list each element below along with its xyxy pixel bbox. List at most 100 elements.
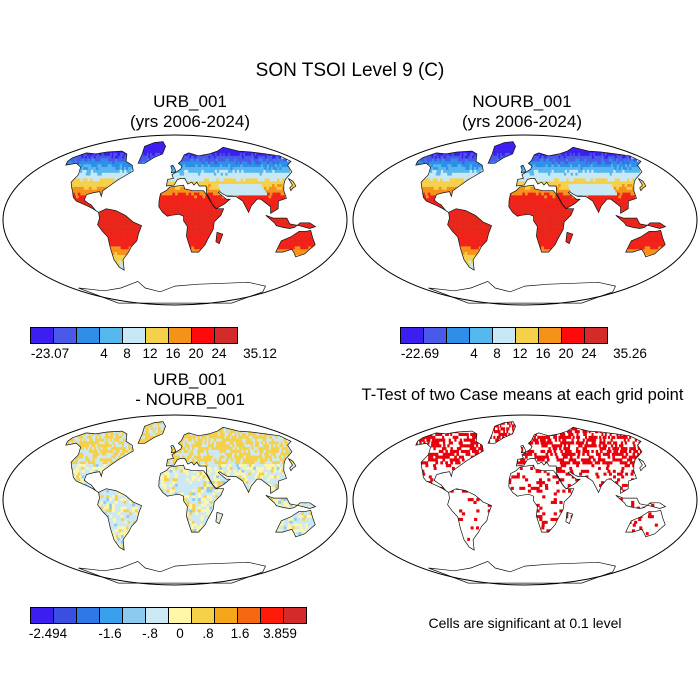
colorbar-label: 16 (165, 346, 181, 361)
coastline-australia (625, 509, 666, 538)
coastline-indonesia (615, 494, 667, 509)
map-boundary (2, 134, 348, 306)
colorbar-label: -23.07 (30, 346, 70, 361)
coastline-africa (158, 464, 225, 533)
colorbar-swatch (122, 327, 146, 344)
colorbar-swatch (191, 327, 215, 344)
colorbar-urb: -23.07 4 8 12 16 20 24 35.12 (30, 327, 290, 367)
coastline-southAmerica (97, 488, 143, 551)
colorbar-swatch (30, 327, 54, 344)
coastline-indonesia (265, 214, 317, 229)
colorbar-label: 24 (581, 346, 597, 361)
colorbar-label: 1.6 (230, 626, 250, 641)
coastline-europe (165, 146, 293, 215)
colorbar-label: 20 (188, 346, 204, 361)
colorbar-label: -1.6 (98, 626, 122, 641)
colorbar-label: 12 (512, 346, 528, 361)
colorbar-label: 0 (176, 626, 184, 641)
colorbar-label: 8 (123, 346, 131, 361)
coastline-indonesia (265, 494, 317, 509)
map-boundary (352, 414, 698, 586)
colorbar-label: 35.12 (243, 346, 277, 361)
coastline-greenland (487, 141, 516, 164)
coastline-madagascar (215, 231, 224, 245)
colorbar-swatch (145, 607, 169, 624)
coastline-antarctica (428, 560, 617, 584)
figure-title: SON TSOI Level 9 (C) (255, 60, 445, 81)
panel-title-diff-line2: - NOURB_001 (135, 390, 245, 409)
coastline-europe (165, 426, 293, 495)
colorbar-label: -22.69 (400, 346, 440, 361)
colorbar-swatch (492, 327, 516, 344)
colorbar-nourb: -22.69 4 8 12 16 20 24 35.26 (400, 327, 660, 367)
colorbar-swatch (30, 607, 54, 624)
colorbar-swatch (283, 607, 307, 624)
panel-title-nourb-line1: NOURB_001 (472, 92, 572, 111)
colorbar-swatch (53, 607, 77, 624)
coastline-australia (275, 229, 316, 258)
colorbar-swatch (561, 327, 585, 344)
colorbar-label: 24 (211, 346, 227, 361)
panel-title-urb: URB_001 (yrs 2006-2024) (30, 92, 350, 132)
coastline-greenland (487, 421, 516, 444)
colorbar-swatch (99, 327, 123, 344)
coastline-africa (508, 464, 575, 533)
colorbar-swatch (515, 327, 539, 344)
coastline-southAmerica (447, 488, 493, 551)
colorbar-label: 12 (142, 346, 158, 361)
coastline-uk (170, 444, 177, 454)
coastline-uk (520, 444, 527, 454)
panel-title-urb-line1: URB_001 (153, 92, 227, 111)
colorbar-label: 4 (470, 346, 478, 361)
coastline-madagascar (565, 231, 574, 245)
colorbar-swatch (538, 327, 562, 344)
panel-title-diff: URB_001 - NOURB_001 (30, 370, 350, 410)
coastline-africa (508, 184, 575, 253)
ttest-note: Cells are significant at 0.1 level (428, 615, 622, 631)
coastline-antarctica (78, 280, 267, 304)
panel-title-nourb-line2: (yrs 2006-2024) (461, 112, 582, 131)
panel-title-ttest-line1: T-Test of two Case means at each grid po… (361, 386, 684, 404)
coastline-greenland (137, 141, 166, 164)
map-diff (2, 414, 348, 586)
coastline-southAmerica (447, 208, 493, 271)
colorbar-swatch (76, 327, 100, 344)
map-ttest (352, 414, 698, 586)
colorbar-label: 8 (493, 346, 501, 361)
coastline-antarctica (78, 560, 267, 584)
colorbar-swatch (122, 607, 146, 624)
coastline-japan (638, 458, 647, 472)
map-boundary (352, 134, 698, 306)
colorbar-swatch (423, 327, 447, 344)
colorbar-swatch (237, 607, 261, 624)
colorbar-swatch (214, 607, 238, 624)
coastline-japan (288, 178, 297, 192)
colorbar-label: .8 (202, 626, 214, 641)
colorbar-swatch (191, 607, 215, 624)
coastline-japan (288, 458, 297, 472)
colorbar-swatch (400, 327, 424, 344)
coastline-uk (520, 164, 527, 174)
panel-title-urb-line2: (yrs 2006-2024) (129, 112, 250, 131)
colorbar-label: 35.26 (613, 346, 647, 361)
coastline-madagascar (215, 511, 224, 525)
map-nourb (352, 134, 698, 306)
colorbar-swatch (260, 607, 284, 624)
colorbar-swatch (446, 327, 470, 344)
coastline-japan (638, 178, 647, 192)
coastline-europe (515, 426, 643, 495)
coastline-uk (170, 164, 177, 174)
coastline-europe (515, 146, 643, 215)
coastline-southAmerica (97, 208, 143, 271)
coastline-africa (158, 184, 225, 253)
colorbar-swatch (76, 607, 100, 624)
colorbar-label: 20 (558, 346, 574, 361)
coastline-northAmerica (65, 150, 134, 213)
coastline-northAmerica (65, 430, 134, 493)
colorbar-swatch (145, 327, 169, 344)
map-boundary (2, 414, 348, 586)
panel-title-nourb: NOURB_001 (yrs 2006-2024) (352, 92, 692, 132)
colorbar-swatch (469, 327, 493, 344)
coastline-northAmerica (415, 430, 484, 493)
coastline-australia (275, 509, 316, 538)
